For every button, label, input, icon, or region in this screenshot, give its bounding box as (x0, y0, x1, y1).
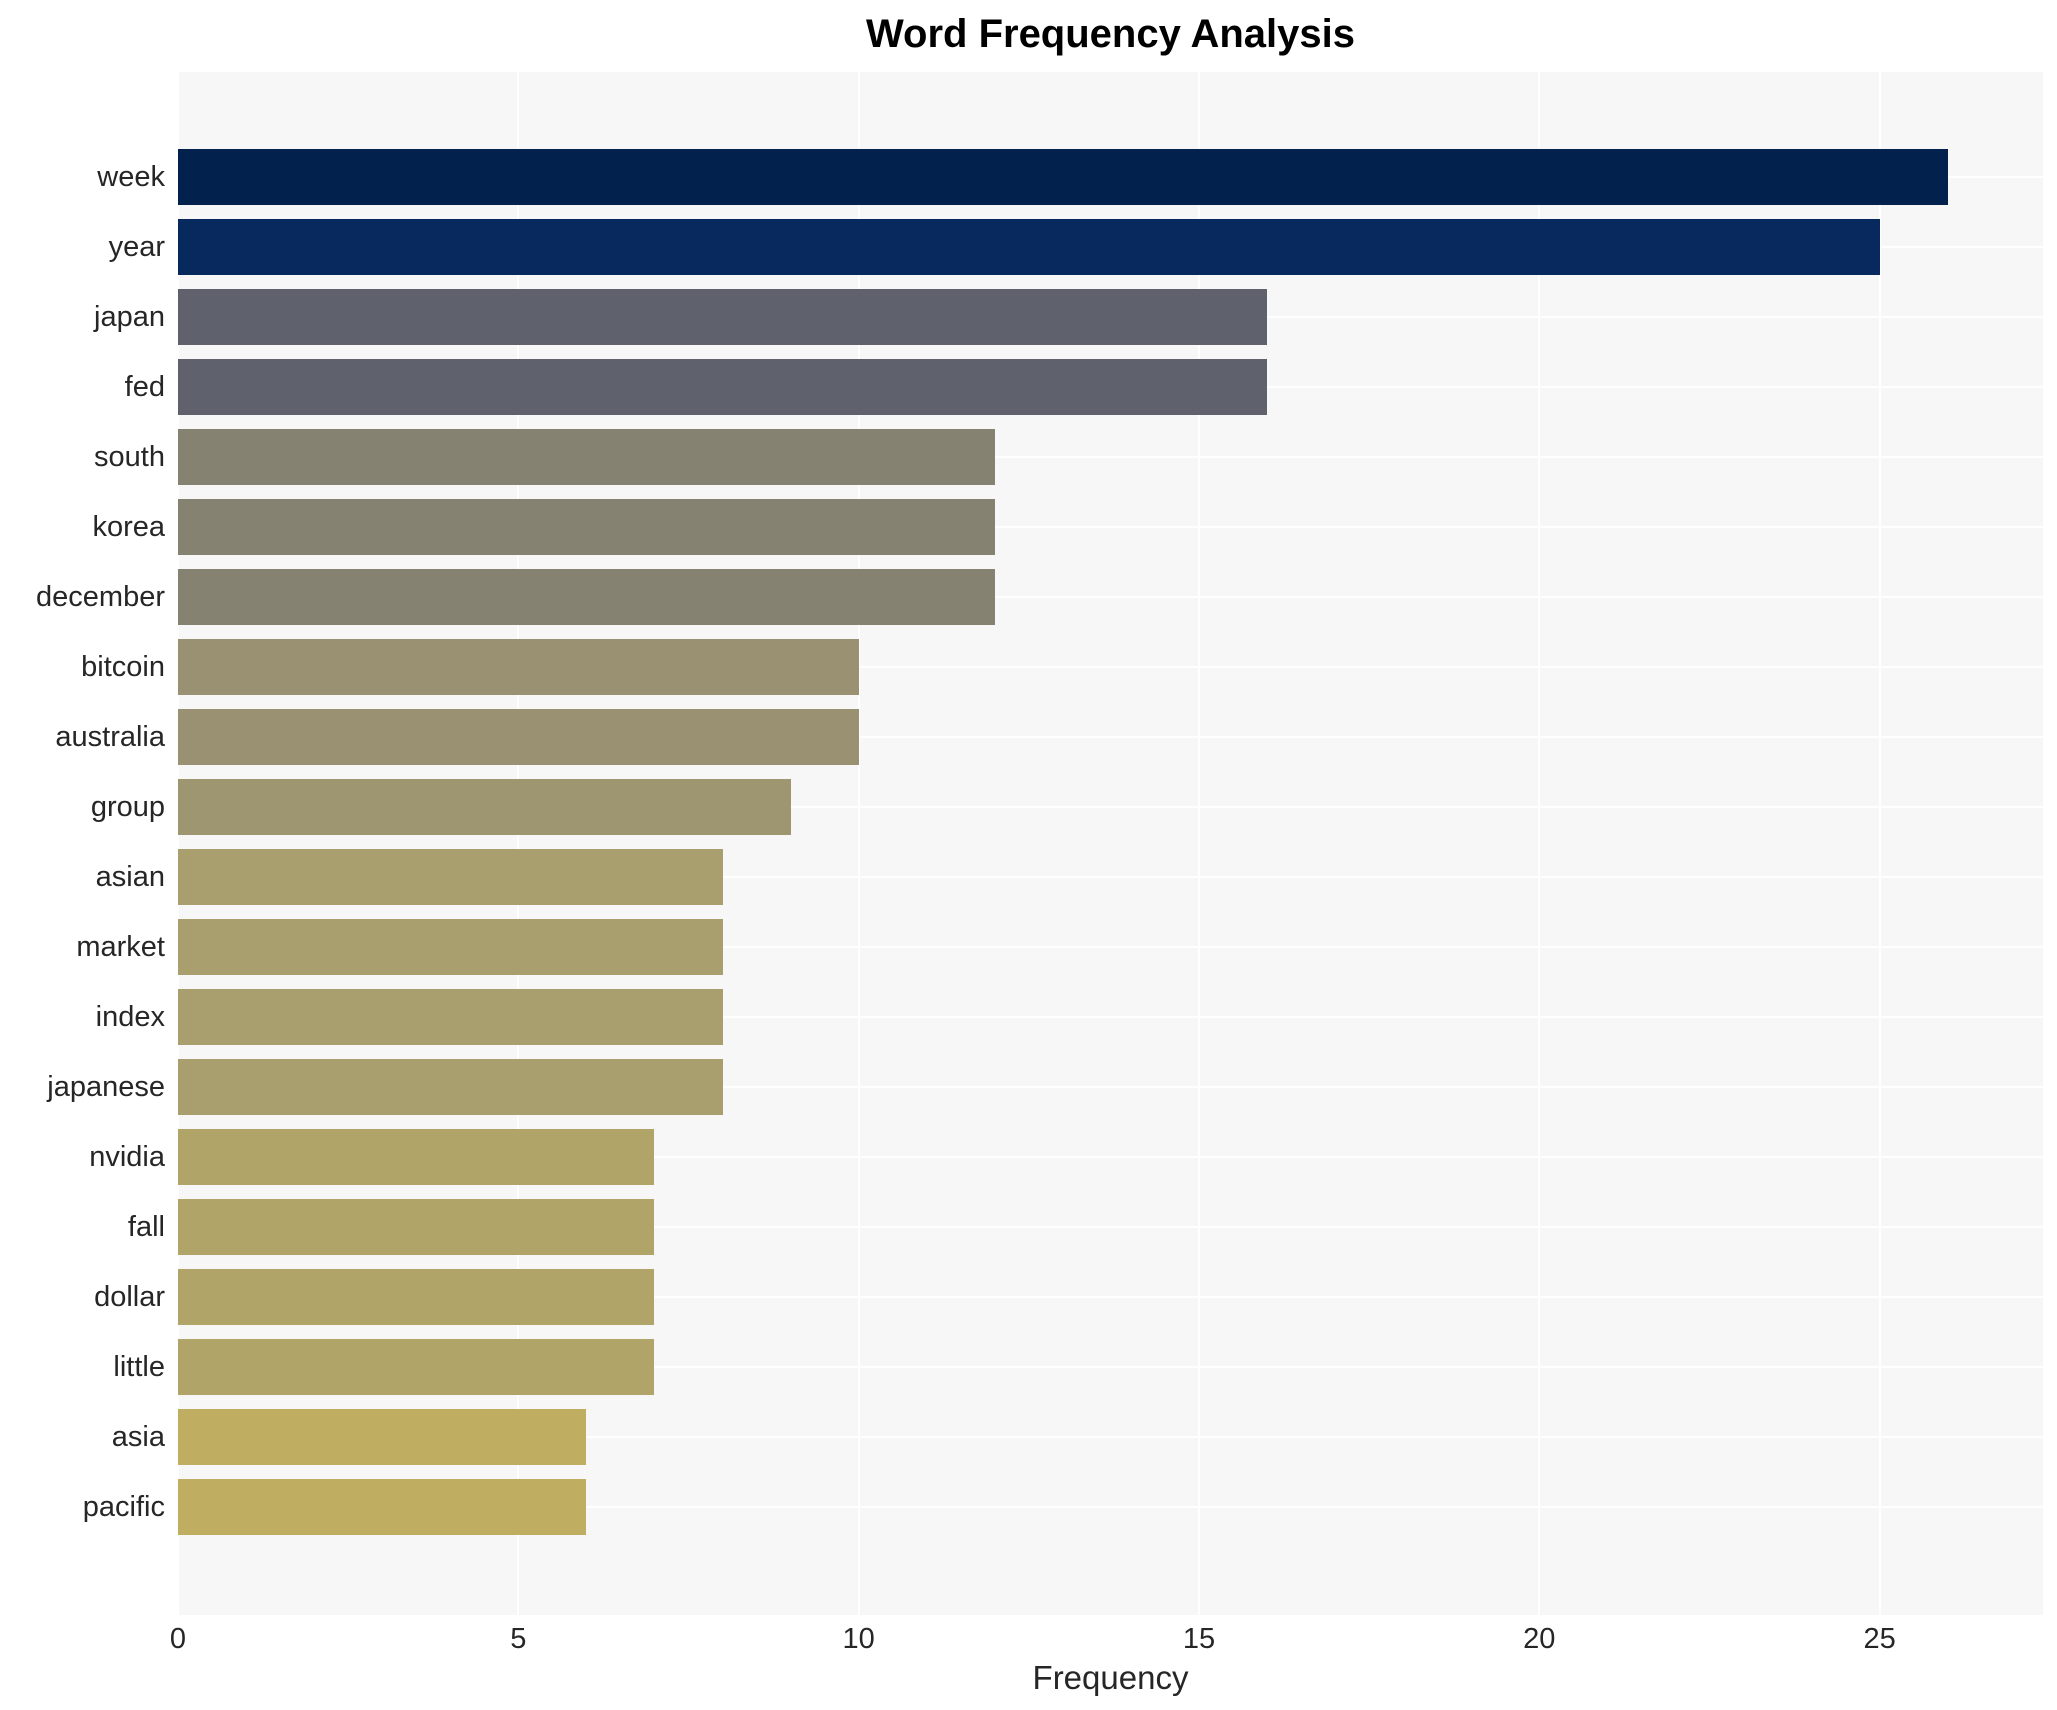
bar-australia (178, 709, 859, 765)
bar-week (178, 149, 1948, 205)
y-gridline (178, 666, 2043, 668)
y-gridline (178, 946, 2043, 948)
y-tick-label: asia (111, 1421, 165, 1453)
x-gridline (1878, 72, 1881, 1615)
x-axis-label: Frequency (1032, 1659, 1189, 1696)
y-gridline (178, 1366, 2043, 1368)
y-gridline (178, 1016, 2043, 1018)
x-gridline (857, 72, 860, 1615)
y-gridline (178, 1506, 2043, 1508)
y-tick-label: group (90, 791, 165, 823)
bar-group (178, 779, 791, 835)
y-tick-label: japanese (47, 1071, 165, 1103)
y-tick-label: little (113, 1351, 165, 1383)
x-tick-label: 25 (1863, 1623, 1896, 1655)
x-tick-label: 20 (1523, 1623, 1556, 1655)
y-tick-label: australia (55, 721, 165, 753)
bar-bitcoin (178, 639, 859, 695)
y-tick-label: market (76, 931, 165, 963)
y-gridline (178, 806, 2043, 808)
x-gridline (177, 72, 179, 1615)
x-axis-ticks: 0 5 10 15 20 25 (170, 1623, 2043, 1659)
y-tick-label: index (95, 1001, 165, 1033)
y-tick-label: korea (92, 511, 165, 543)
y-gridline (178, 1296, 2043, 1298)
y-gridline (178, 876, 2043, 878)
y-tick-label: year (108, 231, 165, 263)
y-gridline (178, 1086, 2043, 1088)
y-gridline (178, 526, 2043, 528)
y-tick-label: fall (127, 1211, 165, 1243)
y-gridline (178, 596, 2043, 598)
y-tick-label: asian (95, 861, 165, 893)
bar-year (178, 219, 1880, 275)
y-tick-label: week (97, 161, 165, 193)
x-gridline (1197, 72, 1200, 1615)
x-tick-label: 5 (510, 1623, 527, 1655)
y-tick-label: south (94, 441, 165, 473)
y-tick-label: december (36, 581, 165, 613)
y-tick-label: pacific (82, 1491, 165, 1523)
bar-dollar (178, 1269, 655, 1325)
bar-fall (178, 1199, 655, 1255)
bar-december (178, 569, 995, 625)
bar-korea (178, 499, 995, 555)
bar-market (178, 919, 723, 975)
plot-area (177, 72, 2043, 1615)
y-tick-label: dollar (94, 1281, 165, 1313)
chart-title: Word Frequency Analysis (865, 12, 1356, 56)
y-gridline (178, 456, 2043, 458)
bar-south (178, 429, 995, 485)
y-tick-label: japan (94, 301, 165, 333)
bar-nvidia (178, 1129, 655, 1185)
y-gridline (178, 736, 2043, 738)
y-axis-labels: week year japan fed south korea december bitcoi… (0, 72, 165, 1615)
x-tick-label: 0 (169, 1623, 187, 1655)
x-tick-label: 10 (842, 1623, 875, 1655)
y-tick-label: nvidia (89, 1141, 165, 1173)
bar-index (178, 989, 723, 1045)
bar-asian (178, 849, 723, 905)
bar-fed (178, 359, 1268, 415)
bar-japanese (178, 1059, 723, 1115)
y-gridline (178, 1436, 2043, 1438)
x-gridline (517, 72, 520, 1615)
bar-japan (178, 289, 1268, 345)
bar-little (178, 1339, 655, 1395)
y-tick-label: bitcoin (81, 651, 165, 683)
bar-pacific (178, 1479, 587, 1535)
y-gridline (178, 1156, 2043, 1158)
y-tick-label: fed (124, 371, 165, 403)
y-gridline (178, 1226, 2043, 1228)
bar-asia (178, 1409, 587, 1465)
x-gridline (1538, 72, 1541, 1615)
x-tick-label: 15 (1182, 1623, 1216, 1655)
